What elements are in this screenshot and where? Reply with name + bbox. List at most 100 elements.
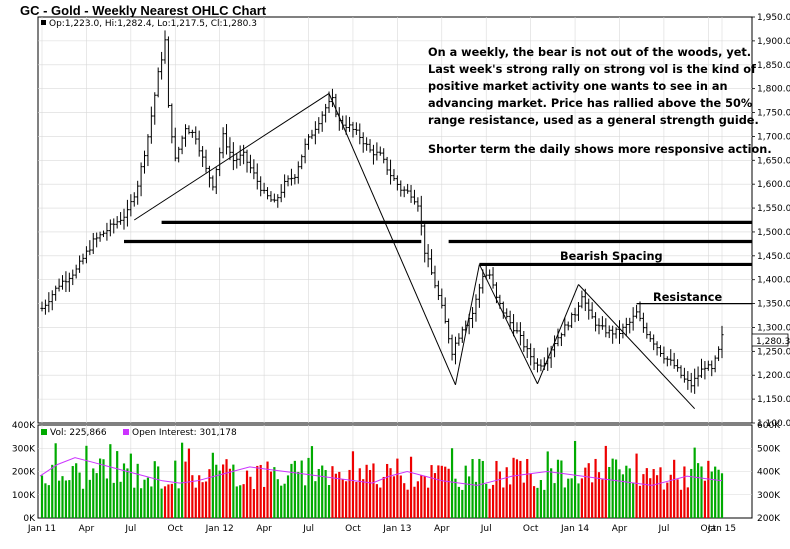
volume-bar — [153, 461, 156, 518]
chart-title: GC - Gold - Weekly Nearest OHLC Chart — [20, 3, 267, 18]
volume-bar — [659, 467, 662, 518]
volume-bar — [327, 485, 331, 518]
volume-bar — [92, 468, 95, 518]
x-tick-label: Jul — [124, 524, 136, 534]
volume-bar — [560, 460, 563, 518]
volume-bar — [276, 479, 279, 518]
ohlc-legend: Op:1,223.0, Hi:1,282.4, Lo:1,217.5, Cl:1… — [49, 19, 257, 29]
volume-bar — [372, 463, 375, 518]
price-bars — [40, 30, 724, 394]
volume-bar — [632, 483, 635, 518]
volume-bar — [522, 482, 525, 518]
volume-bar — [649, 478, 652, 518]
volume-bar — [263, 486, 266, 518]
volume-bar — [577, 483, 580, 518]
volume-bar — [512, 457, 515, 518]
volume-bar — [488, 488, 491, 518]
volume-bar — [717, 469, 720, 518]
volume-bar — [601, 479, 604, 518]
volume-bar — [307, 457, 310, 518]
volume-bar — [280, 485, 283, 518]
volume-bar — [85, 445, 88, 518]
volume-bar — [673, 459, 676, 518]
volume-bar — [403, 483, 406, 518]
price-y-tick-label: 1,800.0 — [757, 85, 790, 95]
volume-bar — [481, 460, 484, 518]
x-tick-label: Oct — [167, 524, 183, 534]
volume-bar — [495, 460, 498, 518]
volume-bar — [181, 442, 184, 518]
volume-bar — [232, 464, 235, 518]
vol-y-tick-label: 0K — [23, 514, 36, 524]
volume-bar — [567, 478, 570, 518]
swing-trendline — [454, 264, 480, 385]
volume-bar — [68, 480, 71, 518]
x-tick-label: Jan 15 — [707, 524, 736, 534]
volume-bar — [341, 478, 344, 518]
volume-bar — [139, 488, 143, 518]
x-tick-label: Apr — [612, 524, 628, 534]
volume-bar — [228, 468, 232, 518]
price-grid — [38, 17, 752, 423]
volume-bar — [389, 468, 392, 518]
volume-bar — [413, 486, 416, 518]
volume-bar — [252, 489, 255, 518]
volume-bar — [321, 465, 324, 518]
volume-bar — [437, 465, 440, 518]
x-tick-label: Jan 11 — [27, 524, 56, 534]
volume-bar — [129, 453, 132, 518]
resistance-label: Resistance — [653, 291, 722, 304]
volume-bar — [119, 481, 122, 518]
volume-bar — [54, 443, 57, 518]
volume-bar — [457, 486, 460, 518]
volume-bar — [215, 464, 218, 518]
volume-bar — [714, 466, 717, 518]
volume-bar — [608, 466, 611, 518]
volume-bar — [222, 464, 225, 518]
swing-trendline — [578, 284, 696, 410]
volume-bar — [365, 464, 368, 518]
volume-bar — [98, 458, 102, 518]
volume-bar — [396, 458, 399, 518]
volume-bar — [150, 486, 153, 518]
volume-bar — [461, 489, 464, 518]
volume-bar — [546, 451, 549, 518]
volume-bar — [604, 445, 607, 518]
volume-bar — [81, 488, 85, 518]
x-tick-label: Jul — [480, 524, 492, 534]
volume-bar — [109, 444, 112, 518]
volume-bar — [584, 467, 587, 518]
volume-bar — [194, 487, 197, 518]
volume-bar — [580, 478, 583, 518]
volume-bar — [143, 479, 146, 518]
volume-y-axes: 400K 300K 200K 100K 0K 600K 500K 400K 300K 200K — [12, 421, 781, 524]
volume-bar — [126, 468, 129, 518]
volume-bar — [122, 463, 126, 518]
volume-bar — [471, 459, 474, 518]
price-y-tick-label: 1,650.0 — [757, 156, 790, 166]
volume-bar — [256, 465, 259, 518]
volume-bar — [75, 463, 78, 518]
x-tick-label: Jan 14 — [560, 524, 589, 534]
volume-bar — [587, 463, 590, 518]
volume-bar — [594, 458, 597, 518]
volume-bar — [618, 469, 621, 518]
volume-bar — [355, 481, 358, 518]
volume-bar — [358, 468, 361, 518]
volume-bar — [720, 473, 724, 518]
volume-bar — [683, 466, 686, 518]
volume-bar — [239, 485, 242, 518]
volume-bar — [450, 448, 454, 518]
volume-bar — [655, 475, 659, 518]
volume-bar — [160, 488, 163, 518]
price-y-tick-label: 1,900.0 — [757, 37, 790, 47]
volume-bar — [642, 474, 645, 518]
volume-bar — [290, 463, 293, 518]
volume-bar — [71, 466, 74, 518]
volume-bars — [40, 440, 724, 518]
volume-bar — [529, 473, 532, 518]
volume-bar — [64, 480, 68, 518]
volume-bar — [191, 475, 194, 518]
volume-bar — [379, 487, 382, 518]
volume-bar — [348, 469, 351, 518]
